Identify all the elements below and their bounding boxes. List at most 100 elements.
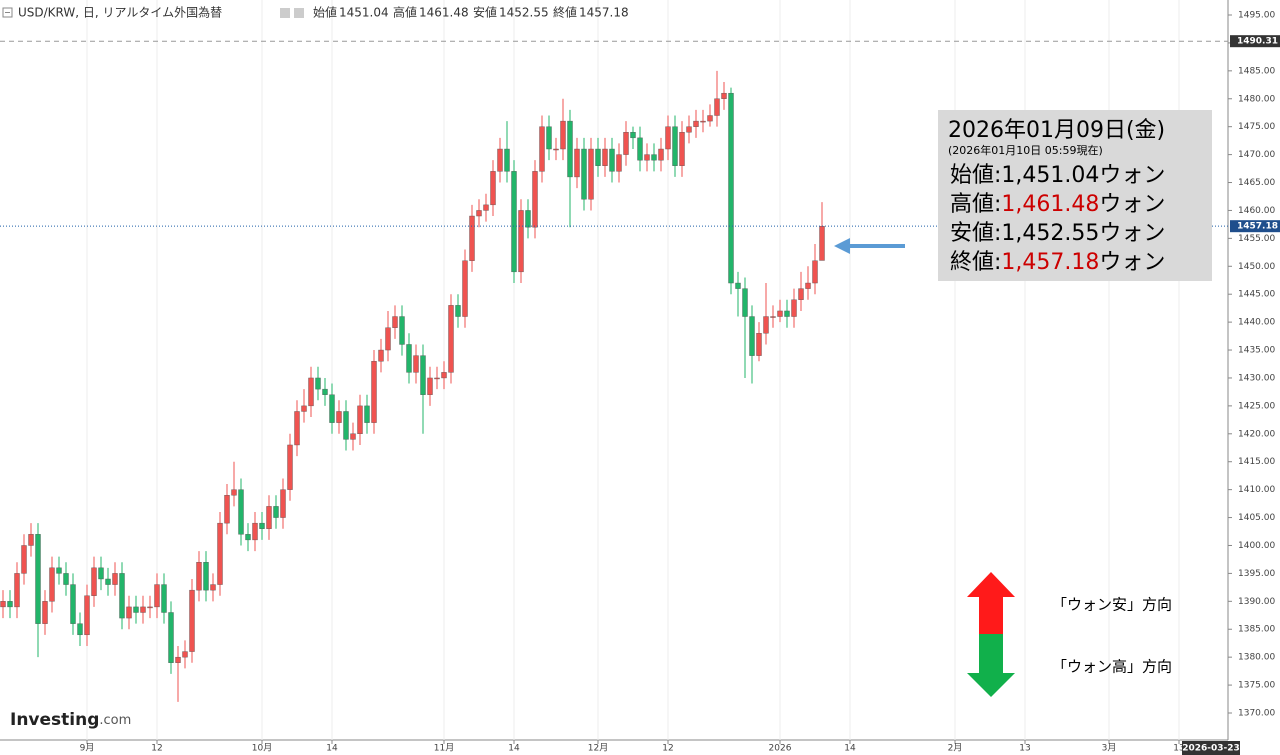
y-tick-label: 1400.00 xyxy=(1238,541,1275,551)
y-tick-label: 1485.00 xyxy=(1238,66,1275,76)
icon[interactable] xyxy=(280,8,290,18)
candle-body xyxy=(315,377,321,390)
header-value: 1461.48 xyxy=(419,6,469,20)
icon[interactable] xyxy=(294,8,304,18)
header-value: 1457.18 xyxy=(579,6,629,20)
y-tick-label: 1480.00 xyxy=(1238,94,1275,104)
last-price-tag xyxy=(1230,220,1280,233)
candle-body xyxy=(581,148,587,200)
candle-body xyxy=(490,171,496,206)
legend-up: 「ウォン安」方向 xyxy=(1052,596,1172,614)
candle-body xyxy=(469,215,475,261)
y-tick-label: 1410.00 xyxy=(1238,485,1275,495)
up-arrow xyxy=(967,572,1015,634)
candle-body xyxy=(532,171,538,228)
candle-body xyxy=(77,623,83,636)
candle-body xyxy=(462,260,468,317)
candle-body xyxy=(357,405,363,435)
candles xyxy=(0,70,825,702)
y-tick-label: 1455.00 xyxy=(1238,234,1275,244)
header-value: 1451.04 xyxy=(339,6,389,20)
candle-body xyxy=(679,132,685,166)
candle-body xyxy=(644,154,650,161)
y-tick-label: 1430.00 xyxy=(1238,373,1275,383)
candle-body xyxy=(399,316,405,345)
candle-body xyxy=(105,578,111,585)
x-tick-label: 14 xyxy=(844,744,856,754)
candle-body xyxy=(672,126,678,166)
y-tick-label: 1420.00 xyxy=(1238,429,1275,439)
candle-body xyxy=(707,115,713,122)
candle-body xyxy=(252,522,258,541)
candle-body xyxy=(406,344,412,373)
candle-body xyxy=(595,148,601,166)
candle-body xyxy=(154,584,160,608)
candle-body xyxy=(700,120,706,123)
info-row-unit: ウォン xyxy=(1099,250,1165,275)
candle-body xyxy=(763,316,769,334)
candle-body xyxy=(294,411,300,446)
logo-suffix: .com xyxy=(99,713,131,728)
candle-body xyxy=(427,377,433,395)
candle-body xyxy=(770,316,776,318)
candle-body xyxy=(70,584,76,624)
info-row-unit: ウォン xyxy=(1099,221,1165,246)
y-tick-label: 1425.00 xyxy=(1238,401,1275,411)
candle-body xyxy=(0,601,6,608)
header-label: 始値 xyxy=(313,5,337,20)
header-label: 高値 xyxy=(393,5,417,20)
info-row-label: 終値: xyxy=(950,250,1001,275)
cursor-date: 2026-03-23 xyxy=(1182,744,1240,754)
candle-body xyxy=(518,210,524,273)
candle-body xyxy=(476,210,482,217)
info-row-label: 安値: xyxy=(950,221,1001,246)
x-tick-label: 14 xyxy=(508,744,520,754)
candle-body xyxy=(805,282,811,289)
y-tick-label: 1470.00 xyxy=(1238,150,1275,160)
candle-body xyxy=(441,372,447,379)
price-line-tag xyxy=(1230,35,1280,48)
candle-body xyxy=(504,148,510,172)
candle-body xyxy=(119,573,125,619)
info-date: 2026年01月09日(金) xyxy=(948,118,1165,143)
candle-body xyxy=(161,584,167,613)
y-tick-label: 1445.00 xyxy=(1238,290,1275,300)
y-tick-label: 1375.00 xyxy=(1238,681,1275,691)
candle-body xyxy=(336,411,342,423)
logo-brand: Investing xyxy=(10,710,99,730)
info-row-value: 1,461.48 xyxy=(1001,192,1099,217)
candle-body xyxy=(665,126,671,150)
info-row: 高値:1,461.48ウォン xyxy=(950,192,1165,217)
candle-body xyxy=(98,567,104,580)
candle-body xyxy=(329,394,335,423)
info-row-value: 1,451.04 xyxy=(1001,163,1099,188)
candle-body xyxy=(784,310,790,317)
down-arrow xyxy=(967,634,1015,697)
header-label: 安値 xyxy=(473,5,497,20)
info-row: 安値:1,452.55ウォン xyxy=(950,221,1165,246)
candle-body xyxy=(14,573,20,608)
info-row-unit: ウォン xyxy=(1099,192,1165,217)
candle-body xyxy=(812,260,818,284)
candle-body xyxy=(196,562,202,591)
candle-body xyxy=(168,612,174,663)
legend-down: 「ウォン高」方向 xyxy=(1052,658,1172,676)
candle-body xyxy=(721,92,727,99)
y-tick-label: 1475.00 xyxy=(1238,122,1275,132)
x-tick-label: 11月 xyxy=(434,743,454,754)
candle-body xyxy=(651,154,657,161)
candle-body xyxy=(133,606,139,613)
candle-body xyxy=(350,433,356,440)
y-tick-label: 1460.00 xyxy=(1238,206,1275,216)
candle-body xyxy=(308,377,314,407)
header-values: 始値 1451.04 高値 1461.48 安値 1452.55 終値 1457… xyxy=(313,5,629,20)
candle-body xyxy=(322,388,328,395)
y-tick-label: 1370.00 xyxy=(1238,709,1275,719)
collapse-icon[interactable] xyxy=(2,7,13,18)
candle-body xyxy=(273,506,279,518)
candle-body xyxy=(266,506,272,529)
chart-title: USD/KRW, 日, リアルタイム外国為替 xyxy=(18,6,222,20)
x-tick-label: 2026 xyxy=(769,744,792,754)
x-tick-label: 12 xyxy=(662,744,673,754)
